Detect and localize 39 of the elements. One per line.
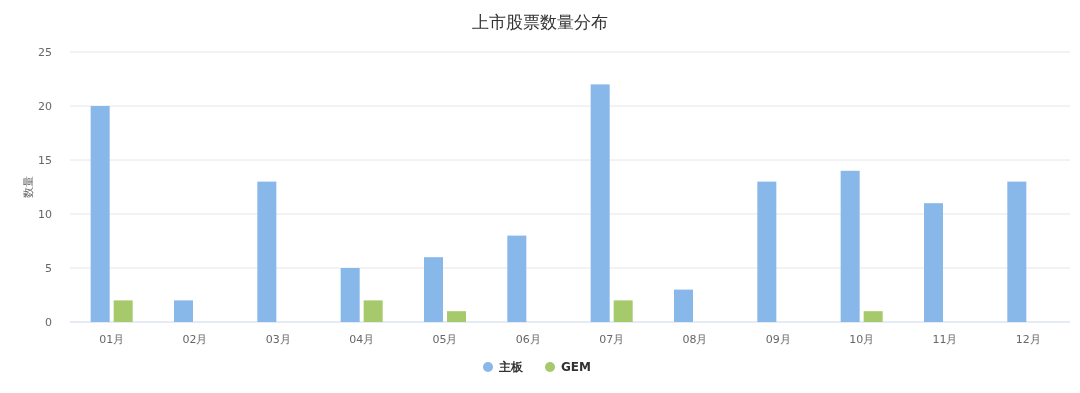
legend-label: GEM [561,360,591,374]
bar [257,181,277,322]
x-tick-label: 09月 [765,333,791,346]
x-tick-label: 01月 [99,333,125,346]
bar [674,289,693,322]
x-tick-label: 05月 [432,333,458,346]
bar [424,257,443,322]
y-tick-label: 10 [38,208,52,221]
bar [447,311,466,322]
bar [757,181,777,322]
x-tick-label: 03月 [265,333,291,346]
bar [113,300,133,322]
x-tick-label: 11月 [932,333,958,346]
x-tick-label: 12月 [1015,333,1041,346]
y-tick-label: 20 [38,100,52,113]
y-tick-label: 5 [45,262,52,275]
bar [363,300,383,322]
x-tick-label: 06月 [515,333,541,346]
x-tick-label: 10月 [849,333,875,346]
bar [90,106,110,322]
bar [174,300,193,322]
bar [507,235,527,322]
y-tick-label: 15 [38,154,52,167]
bar [840,170,860,322]
legend-label: 主板 [498,360,524,374]
y-tick-label: 25 [38,46,52,59]
bar [340,268,360,322]
x-tick-label: 07月 [599,333,625,346]
x-tick-label: 02月 [182,333,208,346]
x-tick-label: 08月 [682,333,708,346]
y-tick-label: 0 [45,316,52,329]
bar [1007,181,1027,322]
x-tick-label: 04月 [349,333,375,346]
bar [924,203,943,322]
chart-title: 上市股票数量分布 [472,12,608,32]
y-axis-title: 数量 [22,176,35,198]
bar [590,84,610,322]
bar [613,300,633,322]
bar [863,311,883,322]
